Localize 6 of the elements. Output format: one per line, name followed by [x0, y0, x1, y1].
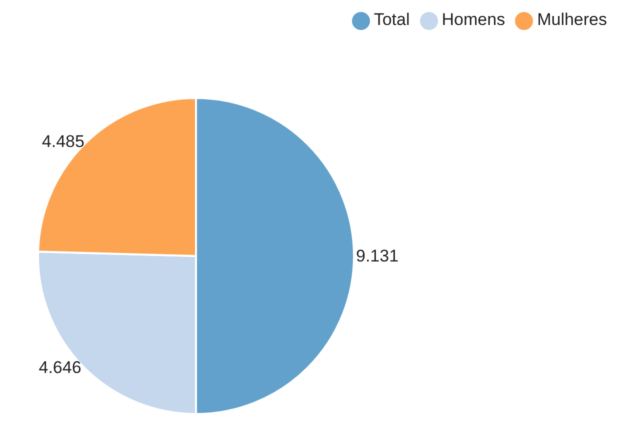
data-label: 4.646	[38, 358, 82, 378]
data-label: 4.485	[42, 132, 84, 151]
legend-label: Homens	[442, 10, 506, 29]
legend-label: Total	[374, 10, 410, 29]
data-label: 9.131	[356, 246, 399, 266]
legend-label: Mulheres	[537, 10, 607, 29]
